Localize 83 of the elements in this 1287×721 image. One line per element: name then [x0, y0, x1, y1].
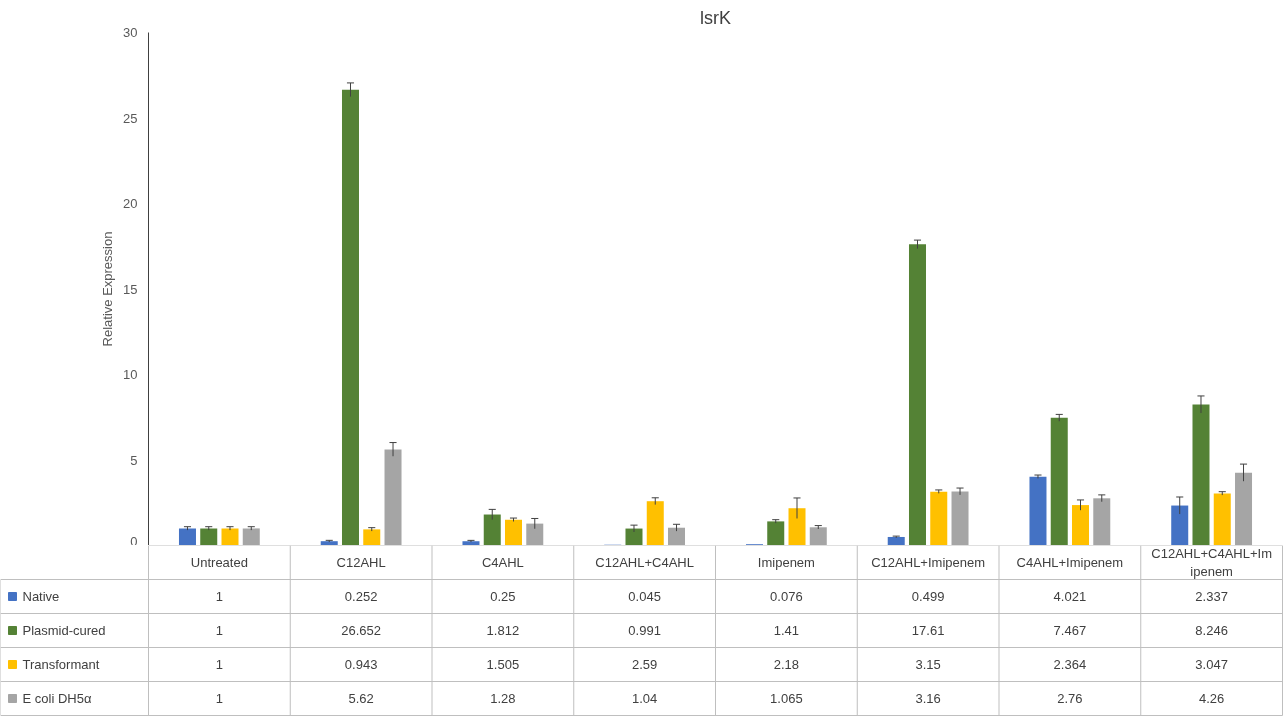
data-label: 0.076: [770, 589, 803, 604]
bar: [363, 529, 381, 545]
data-label: 1.41: [773, 623, 800, 638]
y-tick-label: 10: [123, 367, 138, 382]
bar: [1093, 498, 1111, 545]
bar: [767, 521, 785, 545]
bar: [221, 528, 239, 545]
data-label: 3.15: [915, 657, 941, 672]
y-tick-label: 30: [123, 25, 138, 40]
bar: [1072, 505, 1090, 545]
data-label: 1: [215, 623, 223, 638]
bar: [320, 541, 338, 545]
data-label: 0.25: [490, 589, 516, 604]
x-tick-label: Untreated: [190, 555, 248, 570]
bar: [930, 491, 948, 545]
y-tick-label: 0: [130, 533, 138, 549]
bar: [462, 541, 480, 545]
bar: [887, 536, 905, 545]
data-label: 0.499: [911, 589, 945, 604]
data-label: 2.59: [631, 657, 658, 672]
x-tick-label: Imipenem: [757, 555, 815, 570]
bar: [200, 528, 218, 545]
bar: [646, 501, 664, 545]
bar: [483, 514, 501, 545]
data-label: 2.76: [1057, 691, 1083, 706]
data-label: 0.943: [344, 657, 378, 672]
data-label: 1: [215, 691, 223, 706]
data-label: 1.812: [486, 623, 520, 638]
data-label: 0.045: [628, 589, 661, 604]
bar: [341, 89, 359, 545]
data-label: 3.16: [915, 691, 941, 706]
data-label: 1.505: [486, 657, 520, 672]
bar: [1192, 404, 1210, 545]
bar: [788, 508, 806, 545]
bar: [384, 449, 402, 545]
legend-label: Transformant: [22, 657, 100, 672]
data-label: 2.364: [1053, 657, 1087, 672]
data-label: 1: [215, 657, 223, 672]
bar: [951, 491, 969, 545]
bar: [178, 528, 196, 545]
y-tick-label: 5: [130, 452, 138, 468]
data-label: 26.652: [341, 623, 382, 638]
data-label: 8.246: [1195, 623, 1228, 638]
x-tick-label: C12AHL+Imipenem: [871, 555, 986, 570]
x-tick-label: C4AHL: [481, 555, 524, 570]
bar: [1050, 417, 1068, 545]
bar: [1171, 505, 1189, 545]
bar: [505, 519, 523, 545]
data-label: 1.04: [631, 691, 658, 706]
data-label: 0.991: [628, 623, 661, 638]
bar: [668, 527, 686, 545]
legend-label: Native: [22, 589, 60, 604]
x-tick-label: C4AHL+Imipenem: [1016, 555, 1124, 570]
data-label: 4.021: [1053, 589, 1087, 604]
x-tick-label: C12AHL+C4AHL+Imipenem: [1151, 546, 1272, 579]
data-label: 17.61: [911, 623, 945, 638]
data-label: 4.26: [1198, 691, 1225, 706]
y-tick-label: 25: [123, 110, 138, 126]
legend-label: E coli DH5α: [22, 691, 92, 706]
y-tick-label: 20: [123, 196, 138, 211]
bar: [908, 244, 926, 545]
bar: [1235, 472, 1253, 545]
data-label: 5.62: [348, 691, 374, 706]
chart-title: lsrK: [700, 7, 731, 28]
data-label: 0.252: [344, 589, 378, 604]
x-tick-label: C12AHL: [336, 555, 386, 570]
data-label: 1.065: [770, 691, 803, 706]
bar: [1029, 476, 1047, 545]
y-tick-label: 15: [123, 281, 138, 297]
bar: [809, 527, 827, 545]
bar: [1213, 493, 1231, 545]
y-axis-title: Relative Expression: [100, 231, 116, 347]
data-label: 2.337: [1195, 589, 1228, 604]
x-tick-label: C12AHL+C4AHL: [595, 555, 694, 570]
bar: [526, 523, 544, 545]
data-label: 2.18: [773, 657, 800, 672]
data-label: 1: [215, 589, 223, 604]
legend-label: Plasmid-cured: [22, 623, 106, 638]
bar: [242, 528, 260, 545]
data-label: 3.047: [1195, 657, 1228, 672]
bar: [625, 528, 643, 545]
data-label: 7.467: [1053, 623, 1087, 638]
data-label: 1.28: [490, 691, 516, 706]
